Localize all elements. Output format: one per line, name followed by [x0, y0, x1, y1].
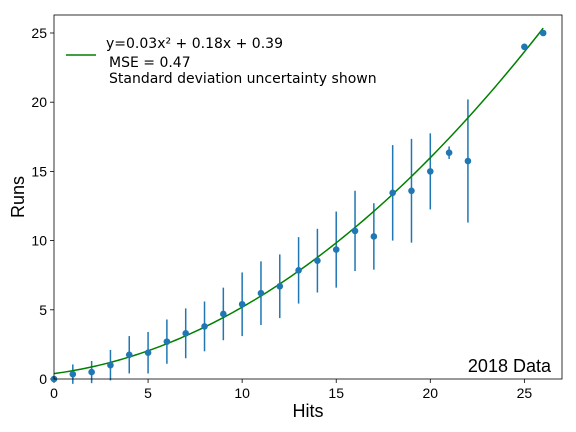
data-point	[163, 338, 171, 345]
data-point	[257, 289, 265, 297]
legend-mse-text: MSE = 0.47	[109, 55, 191, 71]
data-point	[69, 370, 77, 378]
data-point	[182, 330, 190, 337]
legend-note-text: Standard deviation uncertainty shown	[109, 71, 377, 87]
x-tick-label: 20	[423, 385, 439, 401]
data-point	[539, 29, 547, 37]
data-point	[426, 168, 434, 175]
legend-fit-label: y=0.03x² + 0.18x + 0.39	[106, 36, 283, 52]
data-point	[107, 361, 114, 369]
data-point	[521, 43, 528, 51]
y-tick-label: 25	[31, 25, 47, 41]
data-point	[351, 227, 359, 235]
y-axis-label: Runs	[8, 176, 28, 218]
data-point	[276, 282, 284, 290]
data-point	[464, 157, 472, 165]
y-tick-label: 15	[31, 163, 47, 179]
data-point	[220, 310, 227, 318]
data-point	[88, 368, 95, 376]
data-year-annotation: 2018 Data	[468, 356, 552, 376]
x-tick-label: 5	[144, 385, 152, 401]
plot-frame	[53, 14, 563, 380]
x-tick-label: 25	[517, 385, 533, 401]
x-tick-label: 10	[234, 385, 250, 401]
data-point	[314, 257, 321, 264]
x-tick-label: 0	[50, 385, 58, 401]
data-point	[201, 323, 208, 330]
data-point	[125, 351, 133, 359]
x-axis-label: Hits	[293, 401, 324, 421]
data-point	[445, 149, 453, 157]
data-point	[370, 233, 378, 240]
x-tick-label: 15	[328, 385, 344, 401]
y-tick-label: 5	[39, 302, 47, 318]
data-point	[144, 349, 152, 357]
data-point	[389, 189, 396, 197]
data-point	[295, 267, 302, 274]
y-tick-label: 0	[39, 371, 47, 387]
y-tick-label: 10	[31, 233, 47, 249]
data-point	[408, 187, 415, 195]
legend: y=0.03x² + 0.18x + 0.39 MSE = 0.47 Stand…	[66, 36, 377, 87]
ticks-layer: 0 5 10 15 20 25 0 5 10 15 20 25	[31, 25, 532, 401]
data-point	[238, 300, 246, 308]
data-point	[332, 246, 340, 253]
errorbars-layer	[72, 99, 469, 384]
y-tick-label: 20	[31, 94, 47, 110]
points-layer	[50, 29, 547, 383]
